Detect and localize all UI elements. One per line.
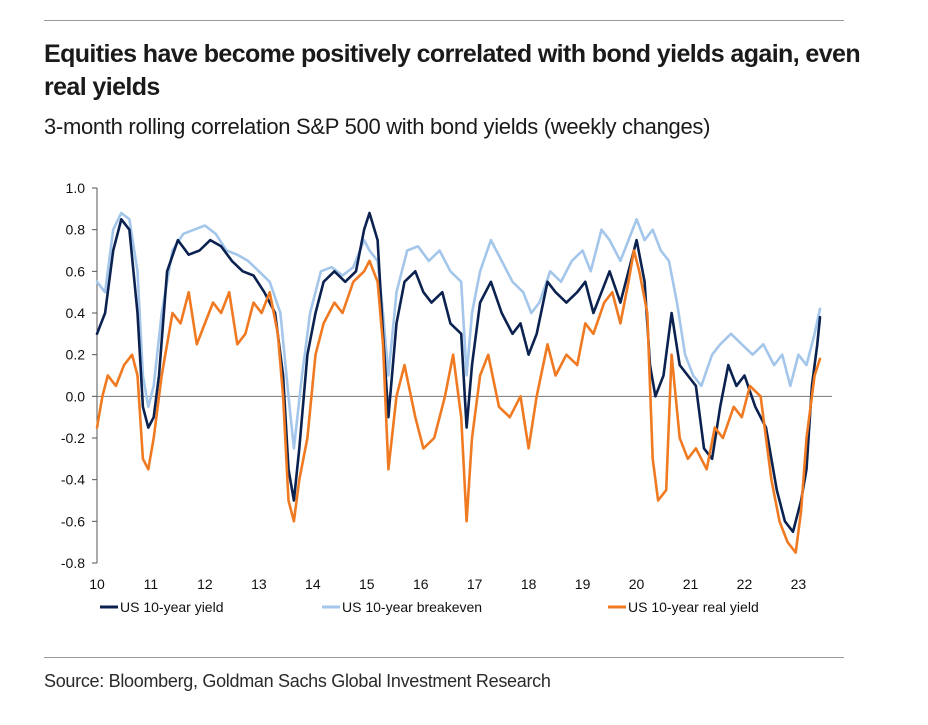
legend-label: US 10-year yield <box>120 599 224 615</box>
x-tick-label: 21 <box>683 576 699 592</box>
top-rule <box>44 20 844 21</box>
chart-title: Equities have become positively correlat… <box>44 40 861 101</box>
y-tick-label: 0.6 <box>66 263 86 279</box>
series-layer <box>95 211 822 554</box>
x-axis: 10 11 12 13 14 15 16 17 18 19 20 21 22 23 <box>89 576 806 592</box>
y-tick-label: -0.4 <box>61 472 85 488</box>
bottom-rule <box>44 657 844 658</box>
x-tick-label: 12 <box>197 576 213 592</box>
y-axis: 1.0 0.8 0.6 0.4 0.2 0.0 -0.2 -0.4 -0.6 -0.8 <box>61 180 832 571</box>
y-tick-label: 1.0 <box>66 180 86 196</box>
legend-label: US 10-year real yield <box>628 599 759 615</box>
x-tick-label: 23 <box>791 576 807 592</box>
x-tick-label: 14 <box>305 576 321 592</box>
y-tick-label: 0.0 <box>66 388 86 404</box>
x-tick-label: 17 <box>467 576 483 592</box>
x-tick-label: 19 <box>575 576 591 592</box>
x-tick-label: 20 <box>629 576 645 592</box>
x-tick-label: 13 <box>251 576 267 592</box>
x-tick-label: 15 <box>359 576 375 592</box>
y-tick-label: -0.6 <box>61 513 85 529</box>
series-line-1 <box>95 211 822 450</box>
source-note: Source: Bloomberg, Goldman Sachs Global … <box>44 671 551 691</box>
series-line-0 <box>95 211 822 534</box>
y-tick-label: -0.2 <box>61 430 85 446</box>
y-tick-label: 0.2 <box>66 347 86 363</box>
chart-subtitle: 3-month rolling correlation S&P 500 with… <box>44 114 711 139</box>
x-tick-label: 16 <box>413 576 429 592</box>
y-tick-label: 0.8 <box>66 222 86 238</box>
legend: US 10-year yield US 10-year breakeven US 1… <box>100 599 759 615</box>
x-tick-label: 18 <box>521 576 537 592</box>
y-tick-label: 0.4 <box>66 305 86 321</box>
x-tick-label: 10 <box>89 576 105 592</box>
x-tick-label: 22 <box>737 576 753 592</box>
y-tick-label: -0.8 <box>61 555 85 571</box>
series-line-2 <box>95 249 822 554</box>
x-tick-label: 11 <box>144 576 159 592</box>
legend-label: US 10-year breakeven <box>342 599 482 615</box>
